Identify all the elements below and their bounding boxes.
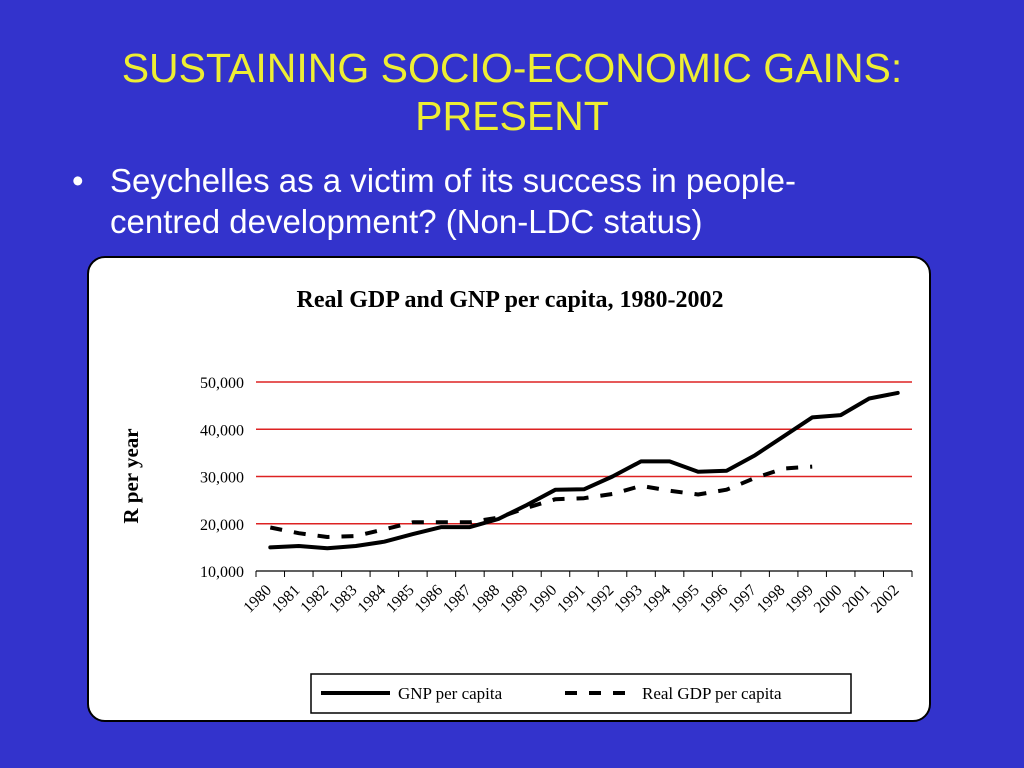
legend: GNP per capita Real GDP per capita (310, 673, 852, 714)
x-tick-label: 1996 (697, 582, 732, 617)
x-tick-label: 1990 (526, 582, 561, 617)
x-tick-label: 1993 (611, 582, 646, 617)
chart-panel: Real GDP and GNP per capita, 1980-2002 1… (87, 256, 931, 722)
y-tick-label: 40,000 (200, 422, 244, 439)
legend-box (310, 673, 852, 714)
x-tick-label: 1997 (725, 582, 760, 617)
bullet-text-line-1: Seychelles as a victim of its success in… (110, 162, 796, 199)
slide-title-line-1: SUSTAINING SOCIO-ECONOMIC GAINS: (121, 45, 903, 91)
slide-title: SUSTAINING SOCIO-ECONOMIC GAINS: PRESENT (40, 44, 984, 140)
x-tick-label: 1994 (640, 582, 675, 617)
x-tick-label: 1989 (497, 582, 532, 617)
bullet-text: Seychelles as a victim of its success in… (110, 160, 970, 242)
line-chart: Real GDP and GNP per capita, 1980-2002 1… (119, 287, 913, 714)
x-tick-label: 1988 (469, 582, 504, 617)
x-tick-label: 1982 (297, 582, 332, 617)
y-tick-label: 30,000 (200, 470, 244, 487)
y-tick-label: 50,000 (200, 375, 244, 392)
bullet-marker: • (72, 162, 84, 199)
series-lines (268, 390, 900, 551)
legend-label-real-gdp: Real GDP per capita (642, 684, 782, 703)
y-tick-label: 10,000 (200, 564, 244, 581)
axes: 10,00020,00030,00040,00050,0001980198119… (200, 375, 913, 617)
x-tick-label: 1980 (240, 582, 275, 617)
x-tick-label: 1984 (355, 582, 390, 617)
slide-title-line-2: PRESENT (415, 93, 609, 139)
bullet-text-line-2: centred development? (Non-LDC status) (110, 203, 703, 240)
x-tick-label: 1999 (782, 582, 817, 617)
x-tick-label: 1985 (383, 582, 418, 617)
x-tick-label: 2002 (868, 582, 903, 617)
chart-title: Real GDP and GNP per capita, 1980-2002 (297, 287, 724, 313)
x-tick-label: 1987 (440, 582, 475, 617)
y-tick-label: 20,000 (200, 517, 244, 534)
x-tick-label: 2001 (839, 582, 874, 617)
x-tick-label: 1983 (326, 582, 361, 617)
series-line-gnp-per-capita (268, 390, 900, 551)
x-tick-label: 1991 (554, 582, 589, 617)
x-tick-label: 1981 (269, 582, 304, 617)
x-tick-label: 2000 (811, 582, 846, 617)
legend-label-gnp: GNP per capita (398, 684, 503, 703)
series-line-real-gdp-per-capita (269, 464, 813, 539)
gridlines (256, 381, 912, 525)
x-tick-label: 1986 (412, 582, 447, 617)
y-axis-label: R per year (119, 428, 143, 523)
x-tick-label: 1992 (583, 582, 618, 617)
x-tick-label: 1998 (754, 582, 789, 617)
x-tick-label: 1995 (668, 582, 703, 617)
